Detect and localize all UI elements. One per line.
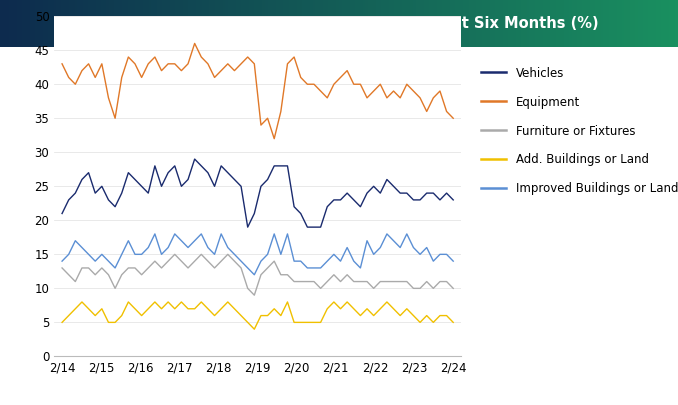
Text: Type of Capital Expenditures Made During Last Six Months (%): Type of Capital Expenditures Made During… xyxy=(80,16,598,31)
Legend: Vehicles, Equipment, Furniture or Fixtures, Add. Buildings or Land, Improved Bui: Vehicles, Equipment, Furniture or Fixtur… xyxy=(481,67,678,195)
